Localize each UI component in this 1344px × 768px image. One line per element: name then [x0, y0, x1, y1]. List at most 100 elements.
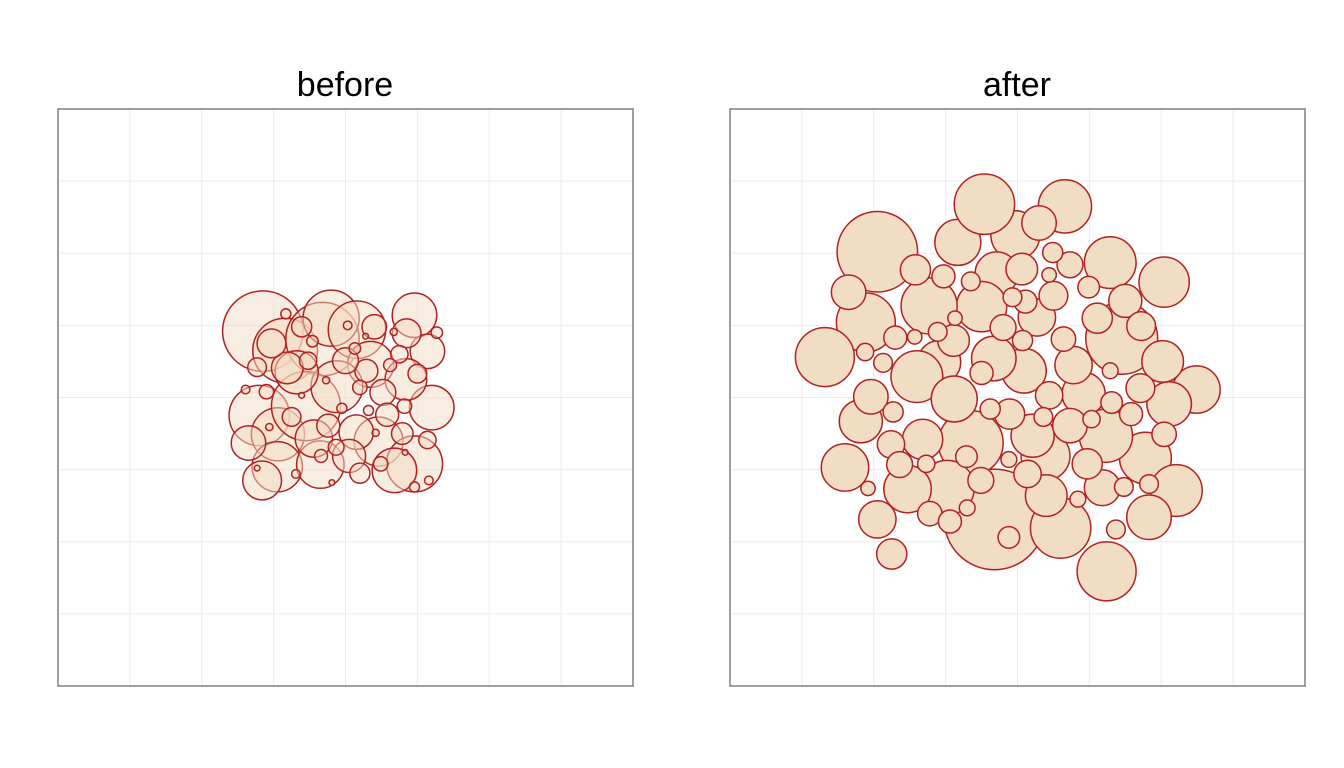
after-circle-71 [885, 450, 914, 479]
after-circle-69 [969, 360, 994, 386]
before-circle-8 [409, 333, 446, 370]
before-plot-frame [57, 108, 634, 687]
before-circle-65 [264, 422, 274, 432]
after-plot [729, 108, 1306, 687]
after-circle-76 [937, 509, 963, 534]
before-circle-56 [408, 481, 421, 493]
before-title: before [296, 66, 394, 104]
after-circle-26 [930, 375, 978, 423]
before-circle-46 [313, 448, 329, 464]
before-circle-49 [258, 383, 275, 400]
after-circle-40 [1108, 283, 1143, 319]
after-circle-94 [1041, 266, 1058, 283]
before-circle-39 [349, 462, 371, 485]
after-circle-81 [960, 271, 981, 292]
before-circle-34 [407, 363, 428, 384]
after-circle-65 [989, 313, 1017, 342]
before-circle-55 [336, 402, 348, 415]
before-circle-70 [298, 391, 306, 399]
after-circle-68 [954, 445, 978, 469]
after-circle-95 [1000, 450, 1018, 469]
after-circle-1 [836, 210, 919, 293]
before-circle-26 [369, 378, 397, 407]
after-circle-91 [1113, 476, 1134, 498]
after-circle-47 [1021, 204, 1058, 241]
after-circle-92 [873, 352, 894, 373]
after-circle-55 [1071, 448, 1104, 480]
after-circle-66 [883, 325, 908, 350]
after-circle-45 [1005, 252, 1039, 286]
after-circle-28 [794, 326, 856, 388]
after-circle-56 [967, 466, 995, 495]
before-circle-58 [290, 468, 301, 480]
before-circle-40 [281, 406, 302, 428]
after-circle-83 [1105, 519, 1127, 540]
after-circle-43 [901, 418, 944, 461]
before-circle-57 [280, 308, 292, 320]
after-circle-14 [890, 349, 944, 404]
before-circle-31 [390, 422, 414, 446]
after-circle-52 [875, 538, 908, 570]
after-circle-80 [1041, 241, 1064, 264]
after-circle-3 [1076, 541, 1137, 602]
before-circle-35 [290, 316, 313, 338]
before-circle-41 [390, 344, 409, 364]
after-circle-30 [820, 442, 870, 492]
before-circle-63 [321, 375, 331, 385]
before-circle-52 [305, 334, 319, 348]
after-circle-87 [927, 321, 948, 342]
after-circle-96 [1069, 490, 1087, 508]
after-circle-78 [1118, 401, 1144, 427]
before-circle-60 [423, 475, 434, 486]
after-circle-38 [1141, 339, 1185, 384]
after-circle-62 [931, 264, 956, 289]
before-circle-38 [298, 351, 318, 371]
after-circle-79 [979, 398, 1001, 420]
before-circle-30 [316, 413, 341, 438]
before-circle-53 [430, 326, 444, 340]
before-circle-62 [389, 327, 398, 337]
before-circle-59 [342, 320, 353, 331]
before-circle-33 [256, 328, 287, 359]
after-circle-35 [953, 173, 1016, 236]
after-circle-89 [916, 454, 936, 474]
before-circle-45 [372, 455, 389, 472]
after-circle-99 [1101, 362, 1119, 380]
before-circle-47 [396, 398, 413, 415]
after-circle-49 [1051, 407, 1088, 444]
after-circle-50 [1125, 372, 1156, 404]
after-circle-84 [1033, 406, 1054, 428]
after-circle-90 [1138, 473, 1160, 495]
after-circle-61 [1126, 310, 1157, 342]
after-circle-74 [997, 525, 1021, 549]
after-circle-22 [1138, 256, 1191, 309]
before-circle-43 [418, 430, 437, 450]
after-circle-51 [852, 378, 889, 415]
before-circle-44 [247, 357, 268, 378]
before-circle-61 [240, 384, 251, 395]
after-circle-60 [1038, 280, 1069, 311]
after-circle-98 [860, 480, 876, 497]
after-circle-86 [1002, 287, 1023, 308]
after-circle-72 [1077, 275, 1101, 299]
before-circle-51 [348, 341, 362, 355]
after-circle-53 [830, 274, 867, 311]
after-panel: after [672, 0, 1344, 768]
before-circle-66 [362, 332, 370, 340]
after-circle-77 [882, 401, 904, 423]
after-circle-48 [899, 253, 932, 286]
after-title: after [982, 66, 1052, 104]
before-circle-48 [351, 379, 368, 396]
after-circle-93 [958, 499, 976, 517]
after-circle-88 [1082, 409, 1101, 429]
after-circle-100 [947, 310, 963, 327]
before-circle-69 [253, 464, 261, 472]
before-circle-42 [327, 438, 345, 456]
after-circle-63 [1081, 302, 1114, 335]
after-circle-67 [1151, 421, 1178, 448]
after-circle-37 [1126, 494, 1173, 541]
after-circle-82 [855, 342, 875, 362]
before-circle-29 [354, 358, 379, 384]
after-circle-75 [1100, 391, 1124, 415]
before-plot [57, 108, 634, 687]
